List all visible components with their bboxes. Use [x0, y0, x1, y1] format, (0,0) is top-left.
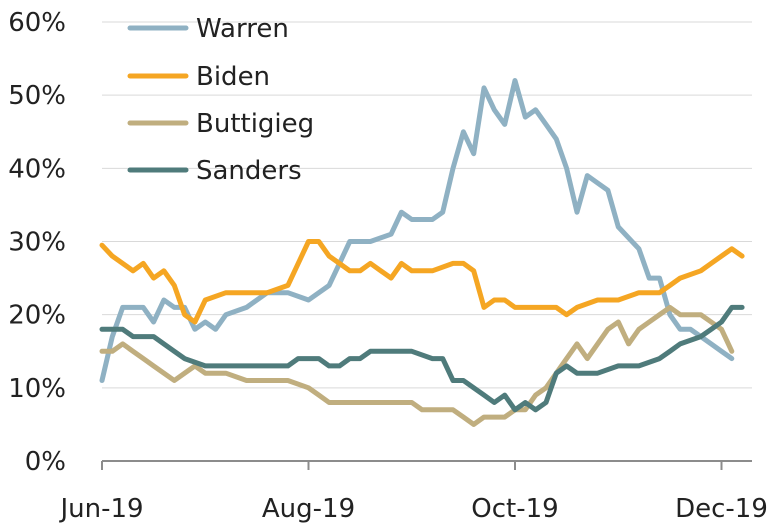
- y-tick-label: 0%: [25, 447, 66, 477]
- legend-label-warren: Warren: [196, 14, 289, 44]
- x-axis: Jun-19 Aug-19 Oct-19 Dec-19: [58, 460, 768, 524]
- x-tick-label: Aug-19: [262, 494, 355, 524]
- y-tick-label: 60%: [8, 8, 66, 38]
- x-tick-label: Oct-19: [471, 494, 558, 524]
- y-tick-label: 10%: [8, 374, 66, 404]
- y-tick-label: 20%: [8, 301, 66, 331]
- x-tick-label: Dec-19: [675, 494, 768, 524]
- y-tick-label: 40%: [8, 154, 66, 184]
- x-tick-label: Jun-19: [58, 494, 143, 524]
- legend-label-sanders: Sanders: [196, 156, 302, 186]
- series-lines: [99, 78, 745, 427]
- legend-label-buttigieg: Buttigieg: [196, 109, 314, 139]
- y-axis-tick-labels: 0% 10% 20% 30% 40% 50% 60%: [8, 8, 66, 477]
- series-line-sanders: [99, 304, 745, 413]
- y-tick-label: 30%: [8, 228, 66, 258]
- y-tick-label: 50%: [8, 81, 66, 111]
- series-line-buttigieg: [99, 304, 735, 427]
- series-line-warren: [99, 78, 735, 383]
- legend-label-biden: Biden: [196, 62, 270, 92]
- legend: Warren Biden Buttigieg Sanders: [127, 14, 314, 186]
- series-line-biden: [99, 239, 745, 325]
- gridlines: [102, 21, 752, 389]
